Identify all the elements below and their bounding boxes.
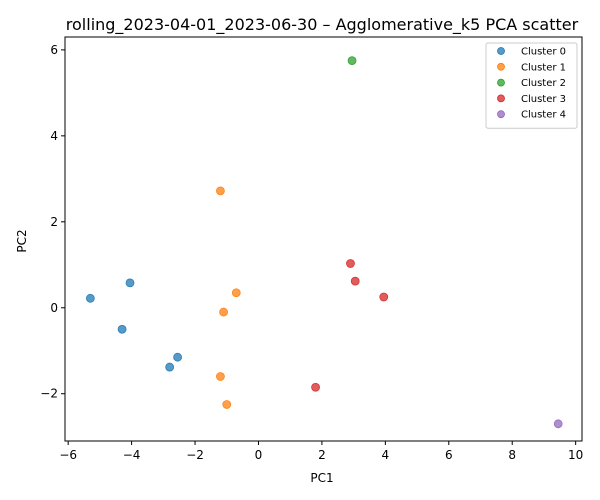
x-tick-label: 10 — [568, 448, 583, 462]
x-tick-label: 2 — [318, 448, 326, 462]
legend-marker — [497, 47, 505, 55]
scatter-point-cluster-0 — [173, 352, 182, 362]
legend-label: Cluster 0 — [521, 47, 566, 58]
scatter-point-cluster-1 — [219, 307, 228, 317]
scatter-point-cluster-0 — [125, 278, 135, 288]
legend-label: Cluster 4 — [521, 110, 566, 121]
legend-marker — [497, 94, 505, 103]
y-axis-label: PC2 — [15, 229, 29, 252]
y-tick-label: 6 — [50, 43, 58, 57]
y-tick-label: −2 — [40, 387, 58, 401]
scatter-point-cluster-0 — [165, 362, 175, 372]
legend-label: Cluster 3 — [521, 94, 566, 105]
scatter-point-cluster-4 — [553, 419, 563, 429]
legend-marker — [497, 78, 505, 87]
plot-frame — [64, 36, 583, 442]
y-tick-label: 4 — [50, 129, 58, 143]
scatter-point-cluster-3 — [379, 292, 389, 302]
x-tick-label: 8 — [508, 448, 516, 462]
scatter-point-cluster-3 — [350, 276, 360, 286]
legend-label: Cluster 1 — [521, 62, 566, 73]
scatter-point-cluster-0 — [85, 293, 95, 303]
scatter-point-cluster-3 — [346, 259, 355, 268]
scatter-point-cluster-2 — [347, 56, 357, 66]
scatter-point-cluster-1 — [231, 288, 241, 298]
x-tick-label: 6 — [445, 448, 453, 462]
x-tick-label: −2 — [186, 448, 204, 462]
y-tick-label: 0 — [50, 301, 58, 315]
x-axis-label: PC1 — [310, 471, 333, 485]
scatter-point-cluster-1 — [222, 400, 232, 409]
x-tick-label: 4 — [382, 448, 390, 462]
scatter-point-cluster-1 — [216, 186, 225, 196]
scatter-point-cluster-3 — [311, 382, 320, 392]
scatter-point-cluster-0 — [117, 324, 127, 334]
scatter-point-cluster-1 — [216, 372, 225, 381]
y-tick-label: 2 — [50, 215, 58, 229]
legend-marker — [497, 62, 505, 71]
legend: Cluster 0 Cluster 1 Cluster 2 Cluster 3 Clus… — [485, 42, 578, 129]
x-tick-label: −4 — [123, 448, 141, 462]
legend-box — [485, 42, 578, 129]
y-axis: −2 0 2 4 6 — [40, 43, 65, 401]
legend-label: Cluster 2 — [521, 78, 566, 89]
x-axis: −6 −4 −2 0 2 4 6 8 10 — [59, 441, 583, 462]
plot-area — [85, 56, 563, 429]
chart-title: rolling_2023-04-01_2023-06-30 – Agglomer… — [66, 15, 579, 35]
legend-marker — [497, 110, 505, 119]
x-tick-label: −6 — [59, 448, 77, 462]
x-tick-label: 0 — [255, 448, 263, 462]
